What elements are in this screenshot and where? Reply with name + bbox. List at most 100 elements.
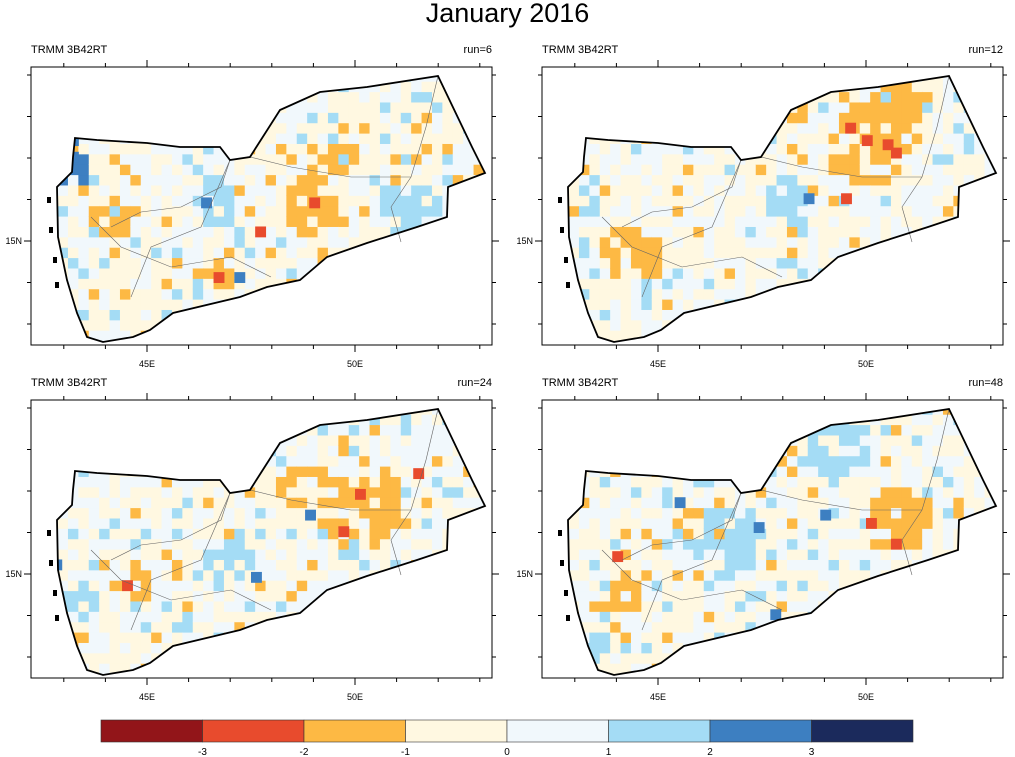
- grid-cell: [880, 216, 892, 227]
- grid-cell: [109, 112, 121, 124]
- grid-cell: [213, 517, 225, 529]
- grid-cell: [265, 195, 277, 207]
- grid-cell: [849, 663, 861, 675]
- grid-cell: [911, 663, 923, 675]
- grid-cell: [296, 184, 308, 196]
- grid-cell: [265, 580, 277, 592]
- grid-cell: [589, 122, 601, 134]
- grid-cell: [599, 122, 611, 134]
- grid-cell: [400, 122, 412, 134]
- grid-cell: [369, 122, 381, 134]
- grid-cell: [327, 267, 339, 279]
- grid-cell: [275, 216, 287, 227]
- grid-cell: [942, 101, 954, 113]
- grid-cell: [400, 652, 412, 664]
- grid-cell: [953, 642, 965, 654]
- grid-cell: [140, 600, 152, 612]
- grid-cell: [275, 195, 287, 207]
- grid-cell: [662, 288, 674, 300]
- grid-cell: [359, 122, 371, 134]
- grid-cell: [568, 434, 570, 446]
- grid-cell: [307, 517, 319, 529]
- grid-cell: [57, 580, 59, 592]
- grid-cell: [296, 267, 308, 279]
- grid-cell: [859, 600, 871, 612]
- grid-cell: [828, 424, 840, 436]
- grid-cell: [442, 267, 454, 279]
- grid-cell: [234, 528, 246, 540]
- grid-cell: [286, 434, 298, 446]
- grid-cell: [703, 164, 715, 176]
- grid-cell: [734, 184, 746, 196]
- grid-cell: [400, 236, 412, 248]
- grid-cell: [317, 409, 329, 415]
- grid-cell: [223, 528, 235, 540]
- grid-cell: [641, 528, 653, 540]
- grid-cell: [870, 143, 882, 155]
- grid-cell: [599, 226, 611, 238]
- grid-cell: [724, 143, 736, 155]
- grid-cell: [753, 522, 765, 533]
- grid-cell: [672, 112, 684, 124]
- grid-cell: [578, 174, 590, 186]
- grid-cell: [379, 76, 391, 82]
- grid-cell: [122, 580, 133, 592]
- grid-cell: [317, 174, 329, 186]
- grid-cell: [359, 590, 371, 602]
- grid-cell: [130, 236, 142, 248]
- grid-cell: [348, 549, 360, 560]
- grid-cell: [755, 91, 767, 103]
- grid-cell: [932, 81, 944, 93]
- grid-cell: [307, 455, 319, 467]
- grid-cell: [974, 434, 986, 446]
- grid-cell: [942, 143, 954, 155]
- grid-cell: [411, 247, 423, 259]
- grid-cell: [599, 174, 611, 186]
- grid-cell: [307, 652, 319, 664]
- grid-cell: [838, 434, 850, 446]
- grid-cell: [192, 91, 204, 103]
- grid-cell: [818, 91, 830, 103]
- grid-cell: [578, 409, 590, 415]
- grid-cell: [682, 143, 694, 155]
- grid-cell: [348, 133, 360, 144]
- grid-cell: [463, 309, 475, 321]
- grid-cell: [672, 216, 684, 227]
- grid-cell: [265, 517, 277, 529]
- grid-cell: [703, 642, 715, 654]
- grid-cell: [192, 497, 204, 509]
- grid-cell: [275, 507, 287, 519]
- grid-cell: [755, 153, 767, 165]
- grid-cell: [369, 538, 381, 550]
- grid-cell: [745, 642, 757, 654]
- grid-cell: [755, 507, 767, 519]
- grid-cell: [911, 507, 923, 519]
- grid-cell: [568, 319, 580, 331]
- grid-cell: [359, 91, 371, 103]
- grid-cell: [452, 195, 464, 207]
- grid-cell: [714, 153, 726, 165]
- grid-cell: [776, 632, 788, 643]
- grid-cell: [766, 517, 778, 529]
- grid-cell: [390, 517, 402, 529]
- grid-cell: [703, 611, 715, 623]
- island: [566, 282, 570, 288]
- grid-cell: [703, 226, 715, 238]
- grid-cell: [786, 466, 798, 477]
- grid-cell: [400, 133, 412, 144]
- grid-cell: [203, 580, 215, 592]
- grid-cell: [630, 642, 642, 654]
- grid-cell: [599, 216, 611, 227]
- grid-cell: [359, 257, 371, 269]
- grid-cell: [348, 569, 360, 581]
- grid-cell: [390, 133, 402, 144]
- grid-cell: [620, 590, 632, 602]
- grid-cell: [140, 409, 152, 415]
- grid-cell: [463, 164, 475, 176]
- grid-cell: [255, 445, 267, 457]
- grid-cell: [161, 652, 173, 664]
- grid-cell: [473, 559, 485, 571]
- grid-cell: [755, 528, 767, 540]
- grid-cell: [369, 309, 381, 321]
- grid-cell: [942, 257, 954, 269]
